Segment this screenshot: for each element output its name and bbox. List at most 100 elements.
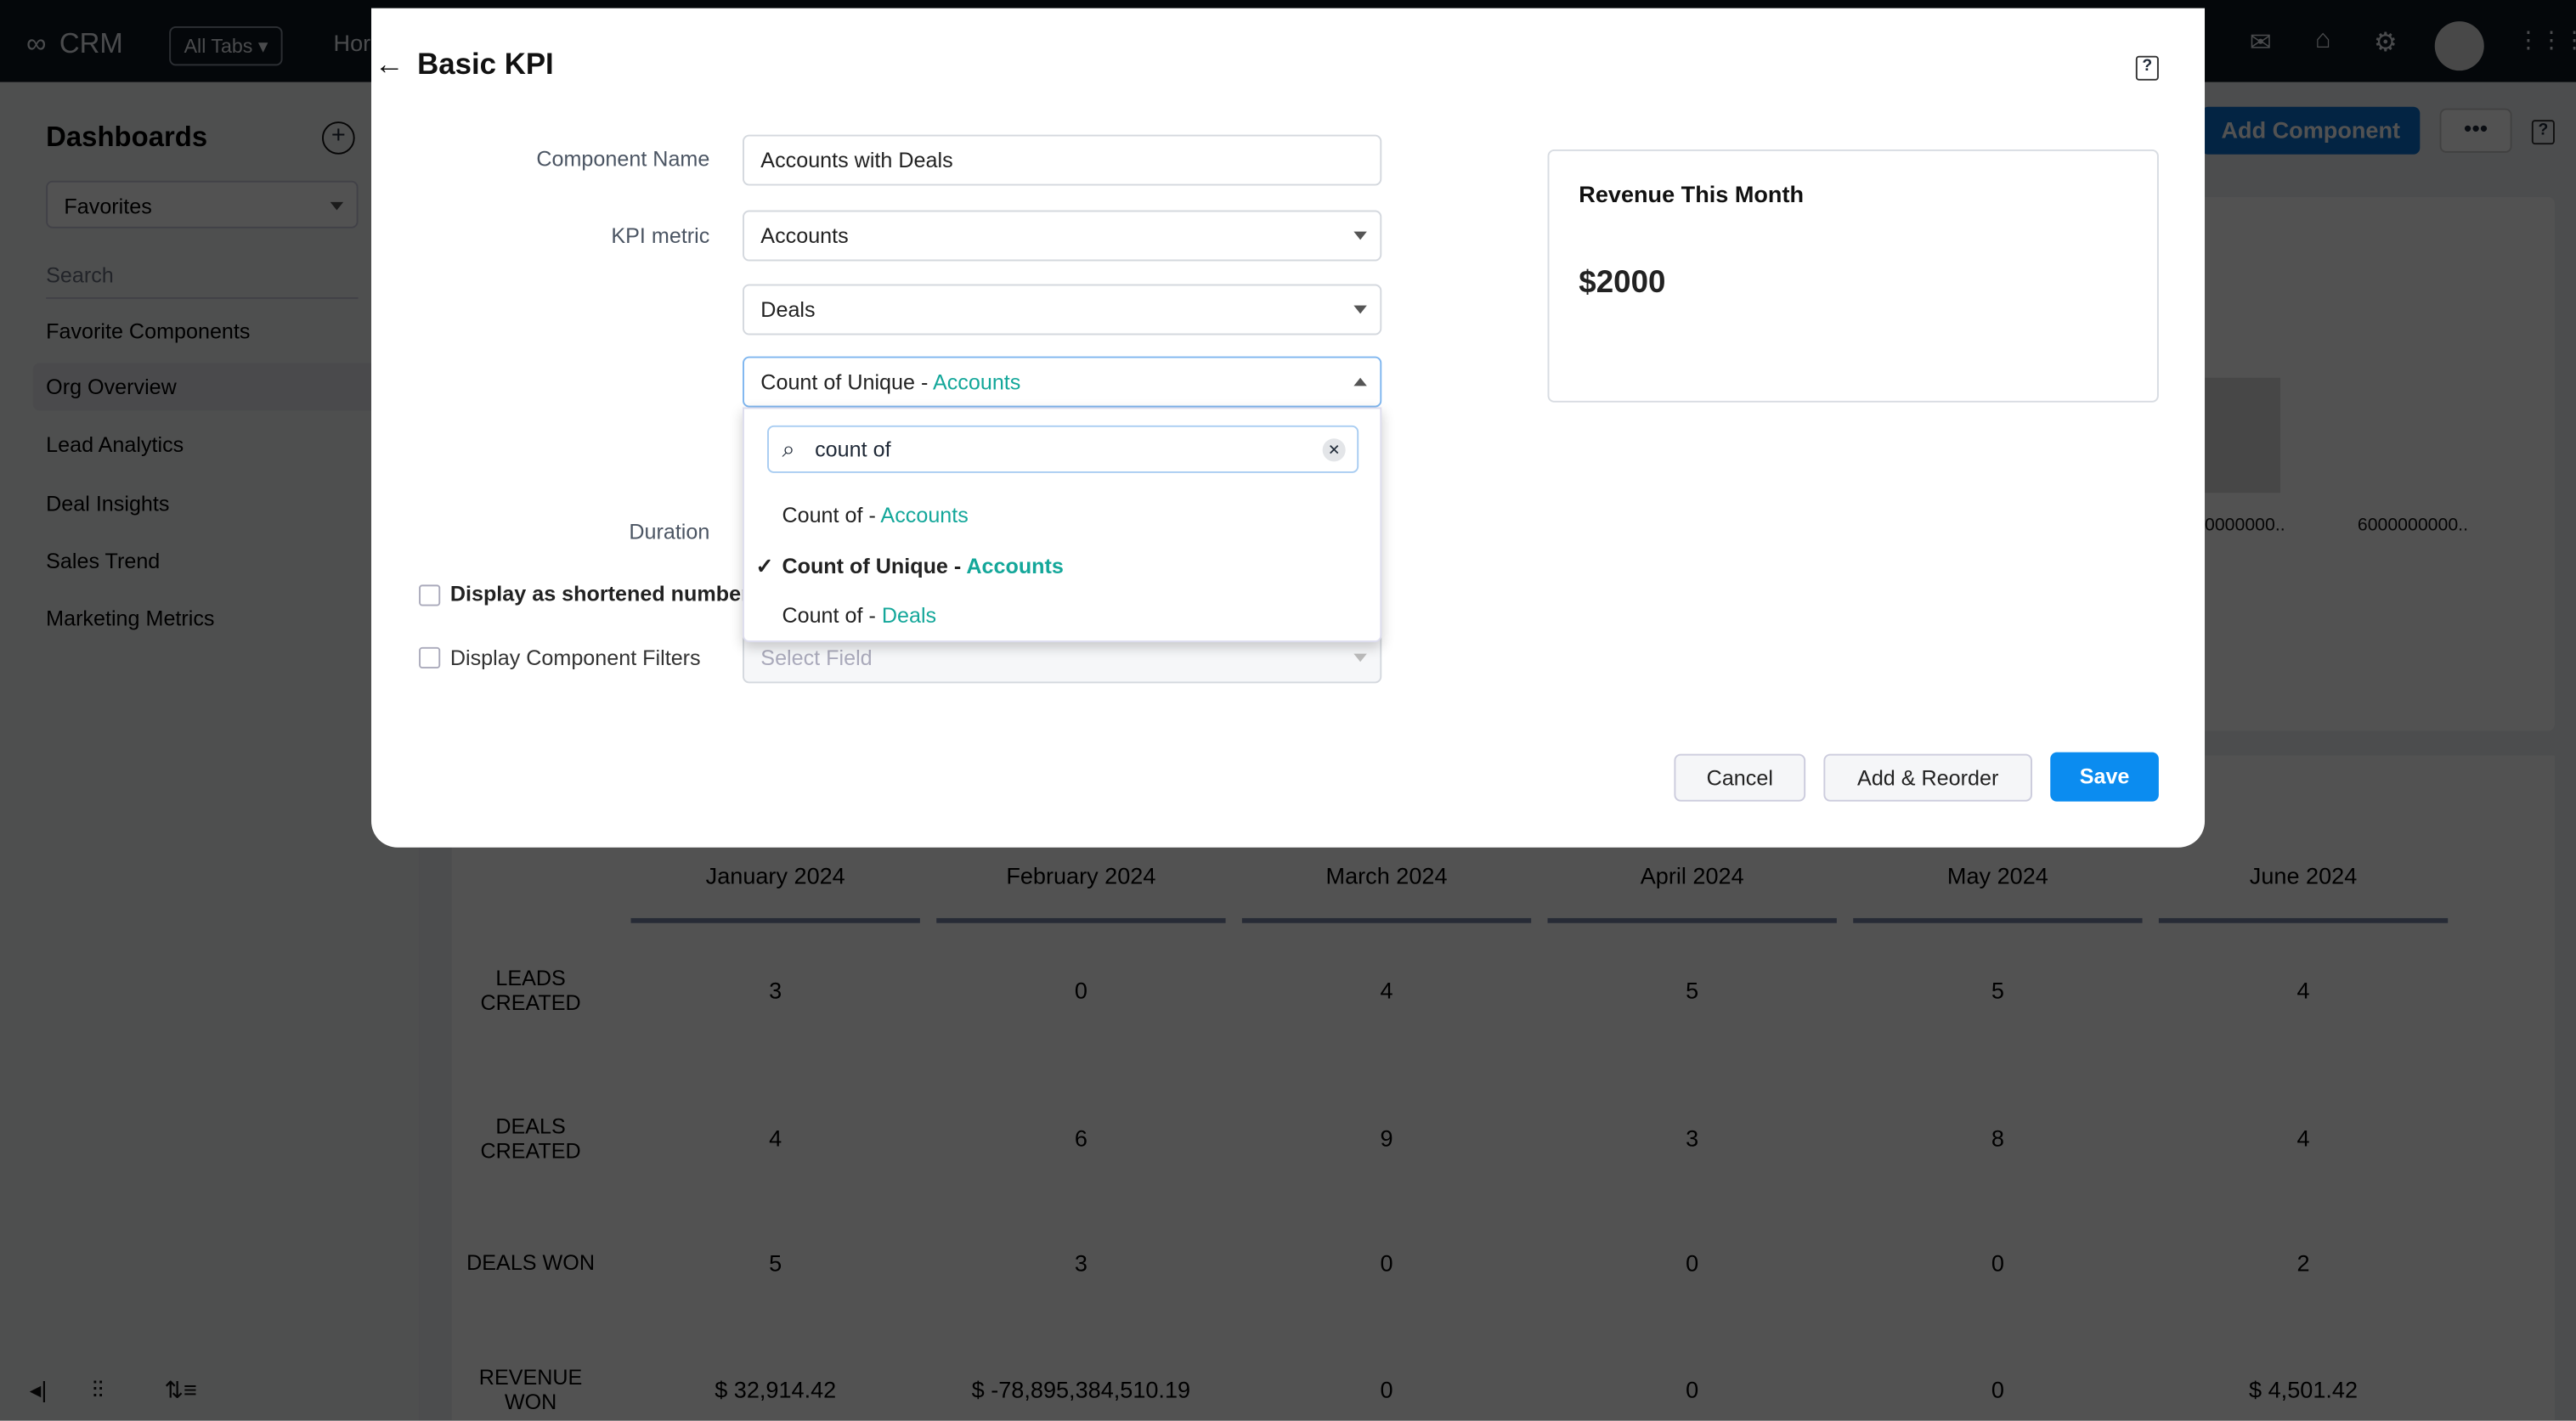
table-cell: 3 <box>1074 1249 1087 1277</box>
column-header: June 2024 <box>2249 862 2358 889</box>
column-divider <box>1547 917 1837 923</box>
component-name-label: Component Name <box>536 146 710 172</box>
table-cell: 3 <box>769 977 782 1004</box>
chevron-down-icon <box>1353 305 1367 314</box>
aggregate-select[interactable]: Count of Unique - Accounts <box>743 356 1382 408</box>
table-cell: 2 <box>2296 1249 2310 1277</box>
component-name-input[interactable]: Accounts with Deals <box>743 134 1382 186</box>
data-table <box>451 755 2555 1421</box>
basic-kpi-modal: ← Basic KPI ? Component Name Accounts wi… <box>371 8 2206 848</box>
table-cell: 6 <box>1074 1125 1087 1152</box>
row-label: LEADS CREATED <box>480 966 581 1016</box>
table-cell: 3 <box>1686 1125 1699 1152</box>
row-label: DEALS CREATED <box>480 1114 581 1164</box>
kpi-preview-card: Revenue This Month $2000 <box>1547 149 2159 403</box>
column-header: May 2024 <box>1946 862 2048 889</box>
apps-grid-icon[interactable]: ⋮⋮⋮ <box>2517 25 2576 53</box>
table-cell: 0 <box>1686 1249 1699 1277</box>
component-filters-checkbox[interactable] <box>419 646 441 669</box>
row-label: DEALS WON <box>466 1249 595 1275</box>
table-cell: 0 <box>1991 1376 2004 1403</box>
help-icon[interactable]: ? <box>2135 55 2159 81</box>
column-divider <box>2158 917 2449 923</box>
table-cell: 9 <box>1380 1125 1393 1152</box>
all-tabs-dropdown[interactable]: All Tabs ▾ <box>169 25 283 66</box>
sidebar-item-favorite-components[interactable]: Favorite Components <box>46 319 251 344</box>
axis-tick-label: 6000000000.. <box>2357 516 2468 536</box>
axis-tick-label: 0000000.. <box>2205 516 2285 536</box>
dashboard-filter-select[interactable]: Favorites <box>46 180 359 228</box>
table-cell: $ 4,501.42 <box>2249 1376 2359 1403</box>
chevron-down-icon <box>1353 231 1367 240</box>
preview-value: $2000 <box>1579 266 1666 301</box>
chart-bar <box>2201 377 2280 493</box>
sidebar <box>0 82 420 1421</box>
search-icon: ⌕ <box>782 435 795 462</box>
table-cell: $ 32,914.42 <box>715 1376 837 1403</box>
preview-title: Revenue This Month <box>1579 180 1805 207</box>
tab-home[interactable]: Hor <box>333 29 371 56</box>
collapse-sidebar-icon[interactable]: ◂| <box>29 1376 48 1403</box>
sidebar-title: Dashboards <box>46 121 208 153</box>
dropdown-search-input[interactable]: ⌕ count of ✕ <box>767 425 1359 473</box>
crm-logo[interactable]: ∞ CRM <box>25 27 123 59</box>
kpi-module-select[interactable]: Accounts <box>743 210 1382 262</box>
sidebar-item-lead-analytics[interactable]: Lead Analytics <box>46 431 184 457</box>
table-cell: 0 <box>1991 1249 2004 1277</box>
chevron-down-icon <box>330 201 344 211</box>
add-component-button[interactable]: Add Component <box>2201 106 2421 155</box>
table-cell: $ -78,895,384,510.19 <box>971 1376 1191 1403</box>
more-options-button[interactable]: ••• <box>2439 108 2512 153</box>
table-cell: 8 <box>1991 1125 2004 1152</box>
dropdown-option-selected[interactable]: ✓ Count of Unique - Accounts <box>744 544 1380 589</box>
component-filters-label: Display Component Filters <box>449 645 701 670</box>
kpi-metric-label: KPI metric <box>611 223 710 248</box>
table-cell: 5 <box>1686 977 1699 1004</box>
add-reorder-button[interactable]: Add & Reorder <box>1823 753 2032 802</box>
sliders-icon[interactable]: ⫶⫶ <box>92 1376 104 1403</box>
dropdown-option[interactable]: Count of - Accounts <box>782 502 969 527</box>
mail-icon[interactable]: ✉ <box>2249 29 2272 58</box>
sidebar-item-org-overview[interactable]: Org Overview <box>46 374 177 399</box>
shortened-number-label: Display as shortened number <box>449 581 749 606</box>
table-cell: 5 <box>769 1249 782 1277</box>
table-cell: 5 <box>1991 977 2004 1004</box>
help-icon[interactable]: ? <box>2531 120 2555 145</box>
sort-list-icon[interactable]: ⇅≡ <box>164 1376 197 1403</box>
column-divider <box>630 917 920 923</box>
column-header: February 2024 <box>1006 862 1156 889</box>
gear-icon[interactable]: ⚙ <box>2373 29 2398 58</box>
table-cell: 0 <box>1686 1376 1699 1403</box>
sidebar-item-sales-trend[interactable]: Sales Trend <box>46 548 161 573</box>
modal-title: Basic KPI <box>417 48 554 81</box>
back-arrow-icon[interactable]: ← <box>374 48 404 81</box>
row-label: REVENUE WON <box>478 1364 583 1414</box>
avatar[interactable] <box>2434 21 2484 71</box>
aggregate-dropdown-menu: ⌕ count of ✕ Count of - Accounts ✓ Count … <box>743 407 1382 643</box>
add-dashboard-icon[interactable]: + <box>322 121 355 155</box>
column-header: March 2024 <box>1325 862 1448 889</box>
column-divider <box>936 917 1226 923</box>
sidebar-search-input[interactable]: Search <box>46 262 359 299</box>
table-cell: 0 <box>1380 1376 1393 1403</box>
kpi-related-module-select[interactable]: Deals <box>743 284 1382 336</box>
duration-label: Duration <box>629 519 710 544</box>
sidebar-item-deal-insights[interactable]: Deal Insights <box>46 491 170 516</box>
modal-header: ← Basic KPI <box>375 48 554 82</box>
save-button[interactable]: Save <box>2050 752 2159 802</box>
checkmark-icon: ✓ <box>755 553 774 578</box>
clear-search-icon[interactable]: ✕ <box>1322 438 1346 462</box>
store-icon[interactable]: ⌂ <box>2314 25 2331 54</box>
shortened-number-checkbox[interactable] <box>419 584 441 606</box>
chevron-up-icon <box>1353 377 1367 386</box>
table-cell: 0 <box>1074 977 1087 1004</box>
column-divider <box>1853 917 2143 923</box>
sidebar-item-marketing-metrics[interactable]: Marketing Metrics <box>46 606 215 631</box>
table-cell: 4 <box>1380 977 1393 1004</box>
table-cell: 4 <box>769 1125 782 1152</box>
column-header: April 2024 <box>1640 862 1744 889</box>
dropdown-option[interactable]: Count of - Deals <box>782 602 937 628</box>
column-header: January 2024 <box>705 862 845 889</box>
cancel-button[interactable]: Cancel <box>1674 753 1806 802</box>
crm-logo-icon: ∞ <box>25 27 47 59</box>
